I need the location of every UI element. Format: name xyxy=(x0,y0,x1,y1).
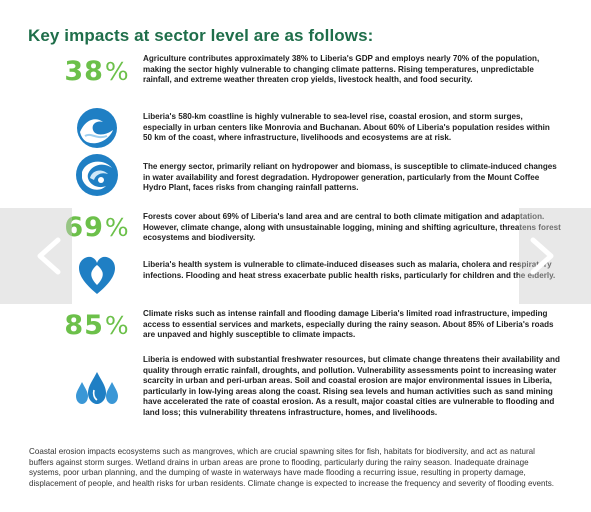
water-drops-icon xyxy=(62,370,132,411)
impact-text: Liberia's health system is vulnerable to… xyxy=(143,260,556,280)
stat-unit: % xyxy=(104,213,130,242)
chevron-right-icon xyxy=(530,237,554,275)
impact-text: Agriculture contributes approximately 38… xyxy=(143,54,540,85)
wave-icon xyxy=(62,106,132,155)
impact-text: Forests cover about 69% of Liberia's lan… xyxy=(143,212,561,243)
hydro-swirl-icon xyxy=(62,152,132,203)
heart-drop-icon xyxy=(62,254,132,301)
stat-85-percent: 85% xyxy=(62,312,132,339)
stat-69-percent: 69% xyxy=(62,214,132,241)
stat-unit: % xyxy=(104,311,130,340)
impact-text: The energy sector, primarily reliant on … xyxy=(143,162,557,193)
prev-page-button[interactable] xyxy=(0,208,72,304)
stat-38-percent: 38% xyxy=(62,58,132,85)
stat-number: 69 xyxy=(64,212,104,243)
footer-paragraph: Coastal erosion impacts ecosystems such … xyxy=(29,447,555,488)
chevron-left-icon xyxy=(37,237,61,275)
impact-text: Liberia is endowed with substantial fres… xyxy=(143,355,560,417)
stat-number: 85 xyxy=(64,310,104,341)
stat-unit: % xyxy=(104,57,130,86)
next-page-button[interactable] xyxy=(519,208,591,304)
page-heading: Key impacts at sector level are as follo… xyxy=(28,26,374,45)
stat-number: 38 xyxy=(64,56,104,87)
impact-text: Climate risks such as intense rainfall a… xyxy=(143,309,554,340)
impact-text: Liberia's 580-km coastline is highly vul… xyxy=(143,112,550,143)
